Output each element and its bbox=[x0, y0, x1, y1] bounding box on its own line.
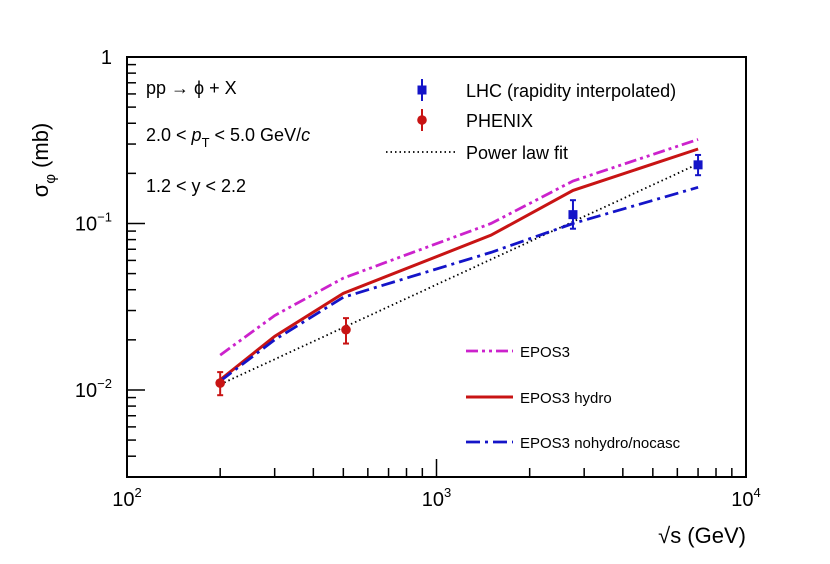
annotation-process: pp → ϕ + X bbox=[146, 78, 237, 98]
series-power-law-fit bbox=[219, 163, 699, 386]
legend-label: EPOS3 nohydro/nocasc bbox=[520, 435, 681, 452]
phenix-data-point bbox=[341, 324, 351, 335]
legend-top: LHC (rapidity interpolated) PHENIX Power l… bbox=[386, 79, 676, 163]
annotation-pt-range: 2.0 < pT < 5.0 GeV/c bbox=[146, 125, 310, 150]
series-epos3-hydro bbox=[219, 147, 699, 381]
legend-label: EPOS3 bbox=[520, 344, 570, 361]
x-tick-label: 103 bbox=[422, 485, 451, 511]
legend-label: Power law fit bbox=[466, 143, 568, 163]
x-tick-label: 102 bbox=[112, 485, 141, 511]
x-axis-title: √s (GeV) bbox=[658, 523, 746, 548]
legend-bottom: EPOS3 EPOS3 hydro EPOS3 nohydro/nocasc bbox=[466, 344, 681, 452]
phenix-data-point bbox=[215, 378, 225, 388]
lhc-data-point bbox=[693, 160, 703, 170]
legend-label: LHC (rapidity interpolated) bbox=[466, 81, 676, 101]
legend-marker-lhc bbox=[417, 85, 427, 95]
y-tick-label: 10−2 bbox=[75, 376, 112, 402]
legend-label: PHENIX bbox=[466, 111, 533, 131]
plot-frame bbox=[126, 56, 747, 478]
points-layer bbox=[215, 153, 703, 397]
series-epos3-nohydro-nocasc bbox=[219, 185, 699, 383]
y-tick-label: 10−1 bbox=[75, 209, 112, 235]
axis-ticks: 102 103 104 1 10−1 10−2 bbox=[75, 47, 761, 511]
annotation-rapidity: 1.2 < y < 2.2 bbox=[146, 176, 246, 196]
legend-marker-phenix bbox=[417, 115, 427, 125]
y-tick-label: 1 bbox=[101, 47, 112, 69]
series-layer bbox=[219, 138, 699, 386]
legend-label: EPOS3 hydro bbox=[520, 390, 612, 407]
y-axis-title: σφ(mb) bbox=[28, 123, 59, 198]
x-tick-label: 104 bbox=[731, 485, 760, 511]
lhc-data-point bbox=[568, 210, 578, 220]
